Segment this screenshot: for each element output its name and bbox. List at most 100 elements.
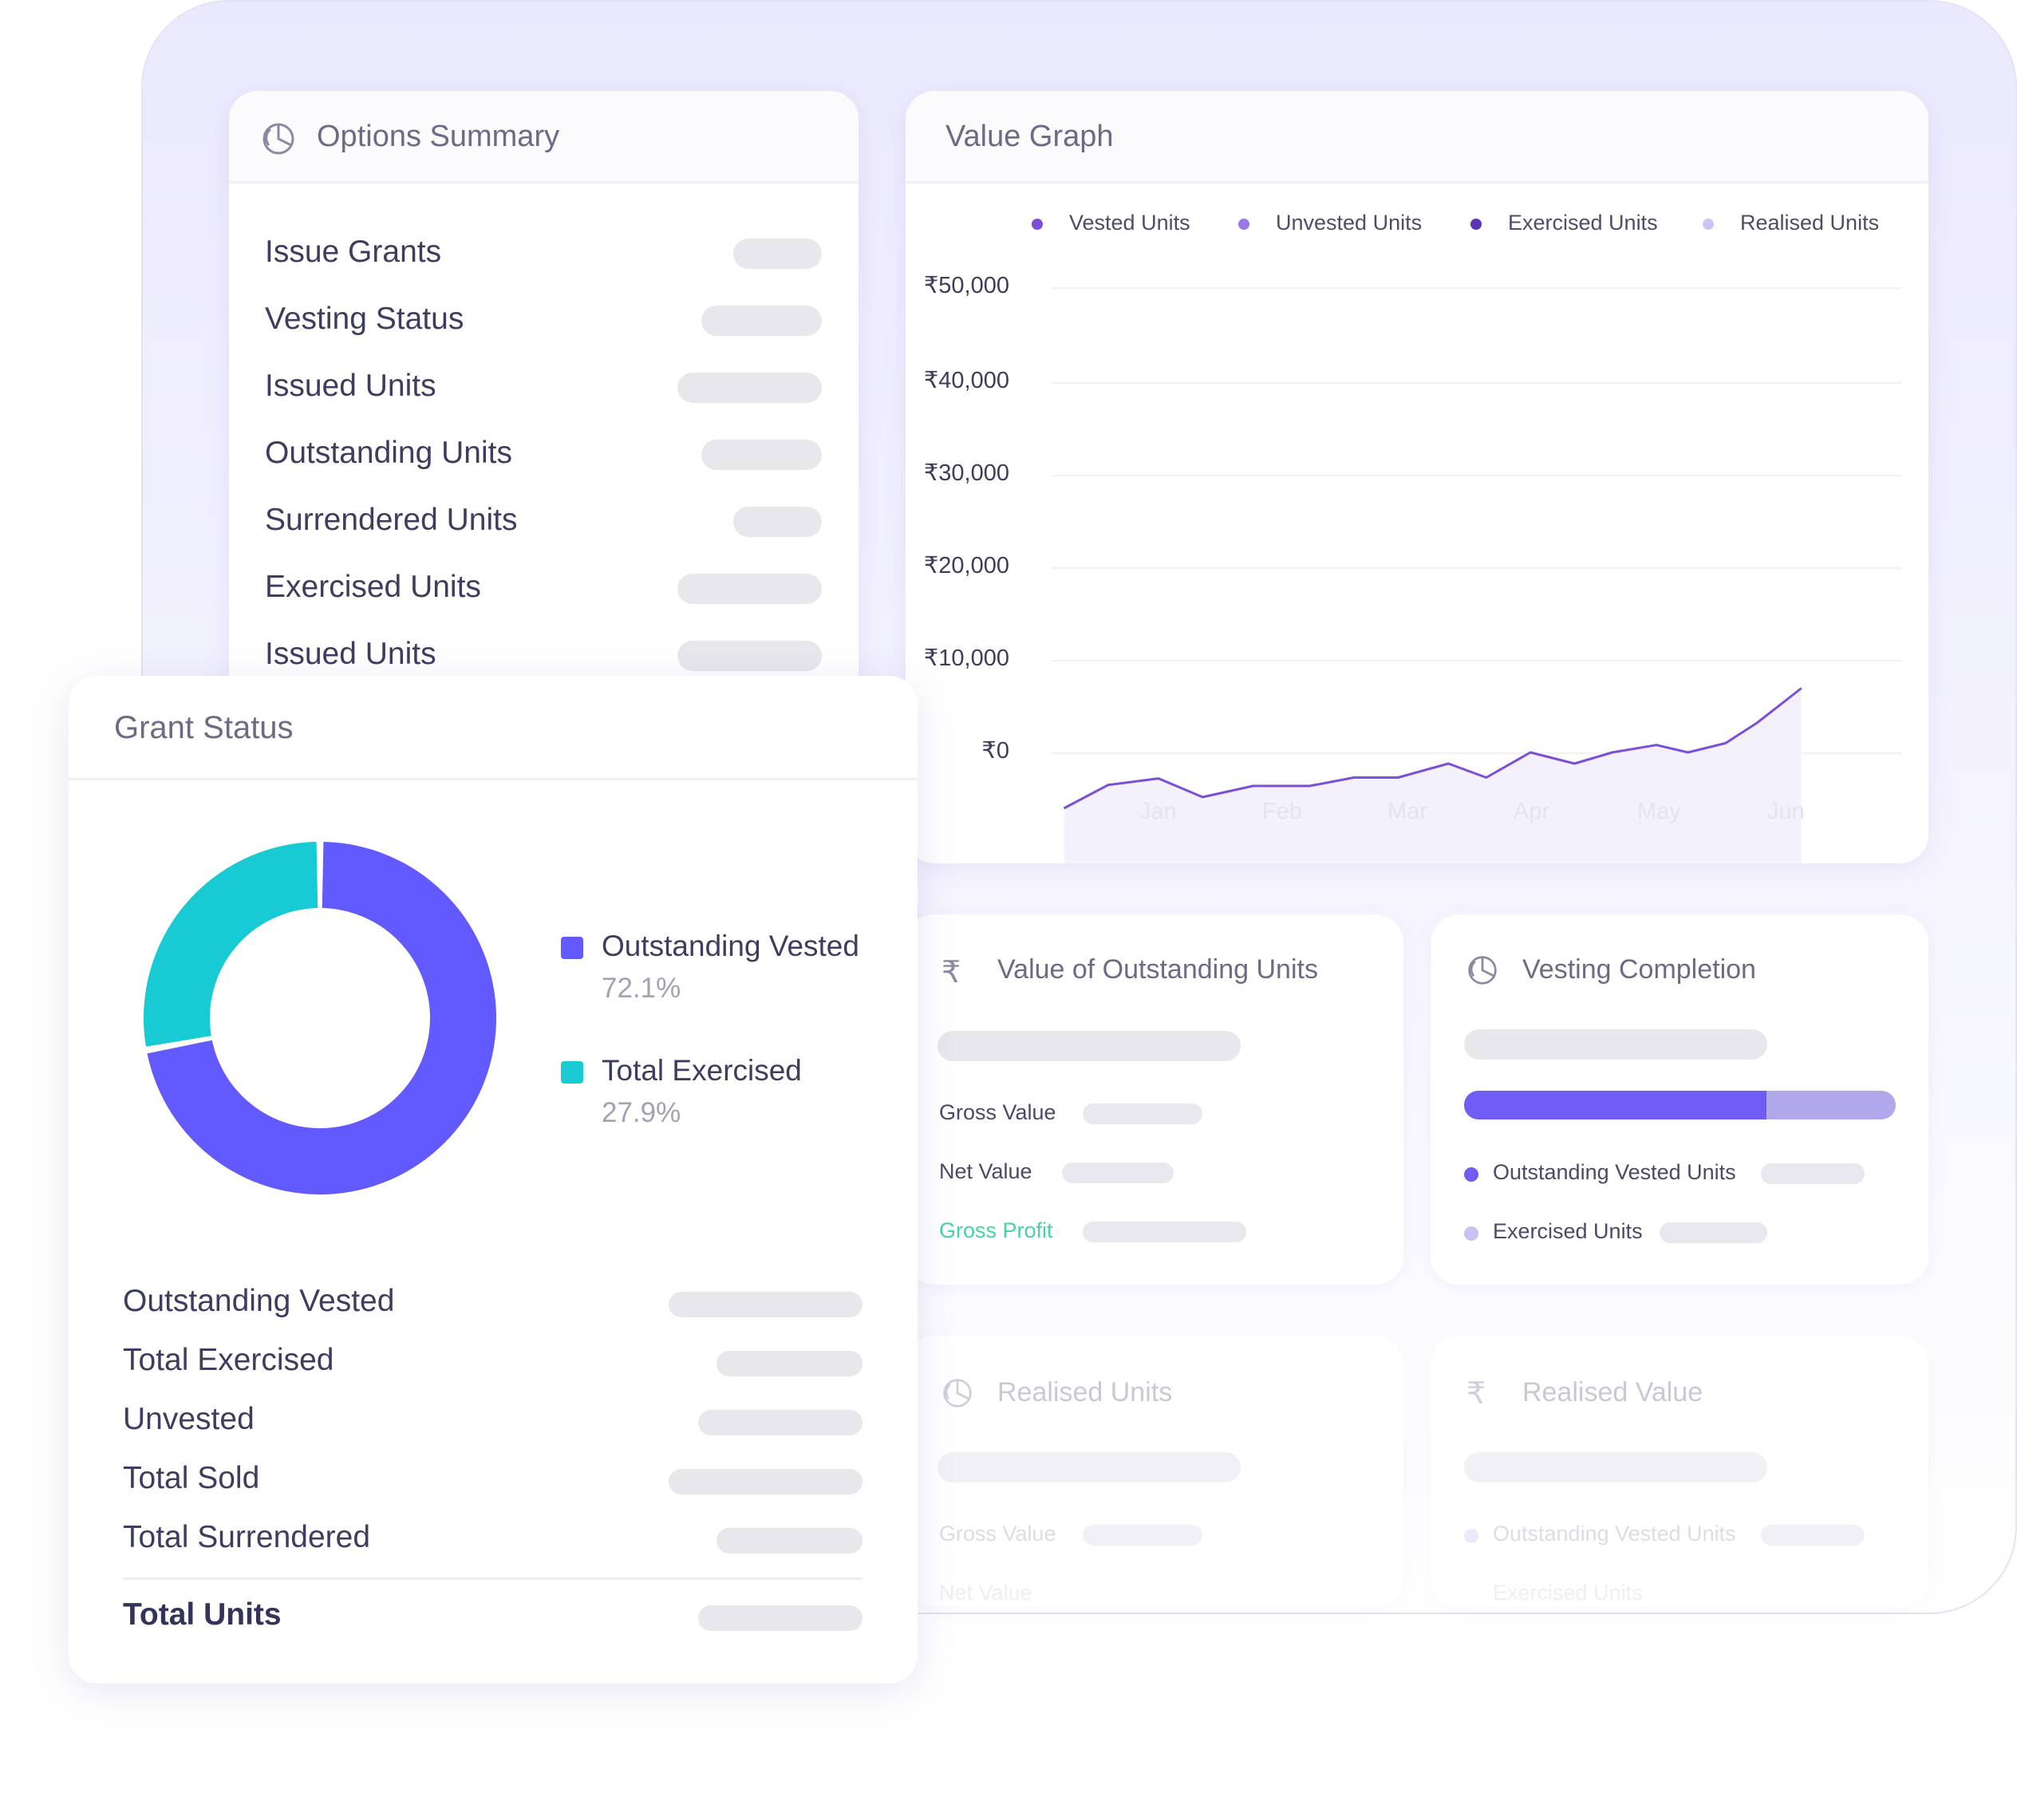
grid-line bbox=[1052, 660, 1902, 661]
legend-exercised-units: Exercised Units bbox=[1493, 1219, 1643, 1243]
legend-dot-realised bbox=[1703, 219, 1714, 230]
grid-line bbox=[1052, 752, 1902, 754]
options-summary-header: Options Summary bbox=[229, 91, 859, 184]
options-summary-card: Options Summary Issue Grants Vesting Sta… bbox=[229, 91, 859, 777]
vested-units-area bbox=[1064, 688, 1802, 863]
legend-outstanding-vested-units: Outstanding Vested Units bbox=[1493, 1522, 1736, 1546]
realised-value-card: ₹ Realised Value Outstanding Vested Unit… bbox=[1431, 1336, 1928, 1607]
vesting-progress-bar bbox=[1464, 1091, 1896, 1119]
total-units-label: Total Units bbox=[123, 1597, 282, 1632]
legend-exercised-units: Exercised Units bbox=[1493, 1581, 1643, 1605]
grant-row-value bbox=[698, 1410, 862, 1435]
realised-units-title: Realised Units bbox=[997, 1377, 1173, 1407]
legend-total-exercised: Total Exercised bbox=[602, 1054, 802, 1087]
realised-units-amount bbox=[937, 1452, 1241, 1482]
grant-row-label: Outstanding Vested bbox=[123, 1284, 395, 1318]
gross-profit-label: Gross Profit bbox=[939, 1218, 1053, 1242]
value-graph-header: Value Graph bbox=[906, 91, 1928, 184]
y-tick-label: ₹0 bbox=[981, 738, 1009, 764]
summary-row-label: Issued Units bbox=[265, 369, 436, 403]
realised-value-title: Realised Value bbox=[1522, 1377, 1703, 1407]
grid-line bbox=[1052, 287, 1902, 289]
options-summary-title: Options Summary bbox=[317, 120, 560, 153]
legend-realised-units[interactable]: Realised Units bbox=[1740, 211, 1880, 235]
legend-dot-unvested bbox=[1238, 219, 1249, 230]
legend-outstanding-vested-percent: 72.1% bbox=[602, 973, 681, 1004]
y-tick-label: ₹10,000 bbox=[923, 645, 1009, 671]
grant-row-label: Total Sold bbox=[123, 1461, 260, 1495]
vesting-completion-amount bbox=[1464, 1029, 1767, 1060]
legend-dot-exercised bbox=[1470, 219, 1482, 230]
grid-line bbox=[1052, 475, 1902, 476]
realised-value-amount bbox=[1464, 1452, 1767, 1482]
value-graph-title: Value Graph bbox=[945, 120, 1114, 153]
grant-row-value bbox=[716, 1528, 862, 1554]
grant-row-label: Total Exercised bbox=[123, 1343, 334, 1377]
y-tick-label: ₹40,000 bbox=[923, 368, 1009, 393]
grant-row-label: Total Surrendered bbox=[123, 1520, 371, 1554]
value-graph-plot bbox=[1063, 687, 1802, 863]
gross-value-label: Gross Value bbox=[939, 1100, 1056, 1124]
grant-row-value bbox=[669, 1292, 862, 1317]
y-tick-label: ₹30,000 bbox=[923, 460, 1009, 486]
grid-line bbox=[1052, 382, 1902, 384]
grant-row-value bbox=[716, 1351, 862, 1376]
outstanding-vested-units-amount bbox=[1761, 1525, 1865, 1546]
legend-outstanding-vested-units: Outstanding Vested Units bbox=[1493, 1160, 1736, 1184]
x-tick-label: Apr bbox=[1514, 799, 1550, 824]
total-units-value bbox=[698, 1605, 862, 1631]
legend-exercised-units[interactable]: Exercised Units bbox=[1508, 211, 1658, 235]
summary-row-label: Surrendered Units bbox=[265, 503, 518, 537]
summary-row-label: Issue Grants bbox=[265, 235, 442, 269]
grant-row-label: Unvested bbox=[123, 1402, 255, 1436]
grant-status-title: Grant Status bbox=[114, 710, 294, 745]
x-tick-label: May bbox=[1637, 799, 1681, 824]
summary-row-label: Exercised Units bbox=[265, 570, 481, 604]
gross-value-label: Gross Value bbox=[939, 1522, 1056, 1546]
legend-unvested-units[interactable]: Unvested Units bbox=[1276, 211, 1423, 235]
legend-dot-exercised bbox=[1464, 1226, 1478, 1241]
legend-outstanding-vested: Outstanding Vested bbox=[602, 930, 859, 962]
legend-total-exercised-percent: 27.9% bbox=[602, 1097, 681, 1128]
legend-vested-units[interactable]: Vested Units bbox=[1069, 211, 1190, 235]
vesting-completion-title: Vesting Completion bbox=[1522, 954, 1756, 985]
rupee-icon: ₹ bbox=[1466, 1377, 1486, 1411]
value-outstanding-card: ₹ Value of Outstanding Units Gross Value… bbox=[906, 914, 1403, 1285]
summary-row-label: Vesting Status bbox=[265, 302, 464, 336]
realised-units-card: Realised Units Gross Value Net Value bbox=[906, 1336, 1403, 1607]
summary-row-label: Outstanding Units bbox=[265, 436, 513, 470]
vesting-progress-fill bbox=[1464, 1091, 1766, 1119]
y-tick-label: ₹50,000 bbox=[923, 273, 1009, 298]
donut-slice-total-exercised[interactable] bbox=[144, 842, 318, 1047]
summary-row-value bbox=[733, 239, 822, 269]
grant-row-value bbox=[669, 1469, 862, 1494]
vested-units-line[interactable] bbox=[1063, 687, 1802, 810]
grant-status-donut bbox=[144, 842, 496, 1194]
donut-slice-outstanding-vested[interactable] bbox=[147, 842, 496, 1194]
legend-dot-outstanding-vested bbox=[1464, 1529, 1478, 1543]
value-outstanding-title: Value of Outstanding Units bbox=[997, 954, 1318, 985]
x-tick-label: Jan bbox=[1139, 799, 1177, 824]
legend-swatch-total-exercised bbox=[561, 1061, 583, 1084]
net-value-label: Net Value bbox=[939, 1581, 1032, 1605]
outstanding-vested-units-amount bbox=[1761, 1163, 1865, 1184]
gross-value-amount bbox=[1083, 1525, 1202, 1546]
summary-row-value bbox=[733, 507, 822, 537]
x-tick-label: Jun bbox=[1767, 799, 1805, 824]
gross-value-amount bbox=[1083, 1103, 1202, 1124]
legend-swatch-outstanding-vested bbox=[561, 937, 583, 959]
summary-row-value bbox=[677, 641, 822, 671]
rupee-icon: ₹ bbox=[941, 956, 961, 989]
pie-chart-icon bbox=[1466, 954, 1498, 986]
grant-status-header: Grant Status bbox=[69, 676, 918, 780]
pie-chart-icon bbox=[261, 121, 296, 156]
summary-row-value bbox=[701, 440, 822, 470]
value-graph-card: Value Graph Vested Units Unvested Units … bbox=[906, 91, 1928, 863]
pie-chart-icon bbox=[941, 1377, 973, 1409]
grid-line bbox=[1052, 567, 1902, 569]
summary-row-value bbox=[701, 306, 822, 336]
y-tick-label: ₹20,000 bbox=[923, 553, 1009, 578]
x-tick-label: Mar bbox=[1387, 799, 1427, 824]
net-value-amount bbox=[1062, 1163, 1174, 1183]
net-value-label: Net Value bbox=[939, 1159, 1032, 1183]
